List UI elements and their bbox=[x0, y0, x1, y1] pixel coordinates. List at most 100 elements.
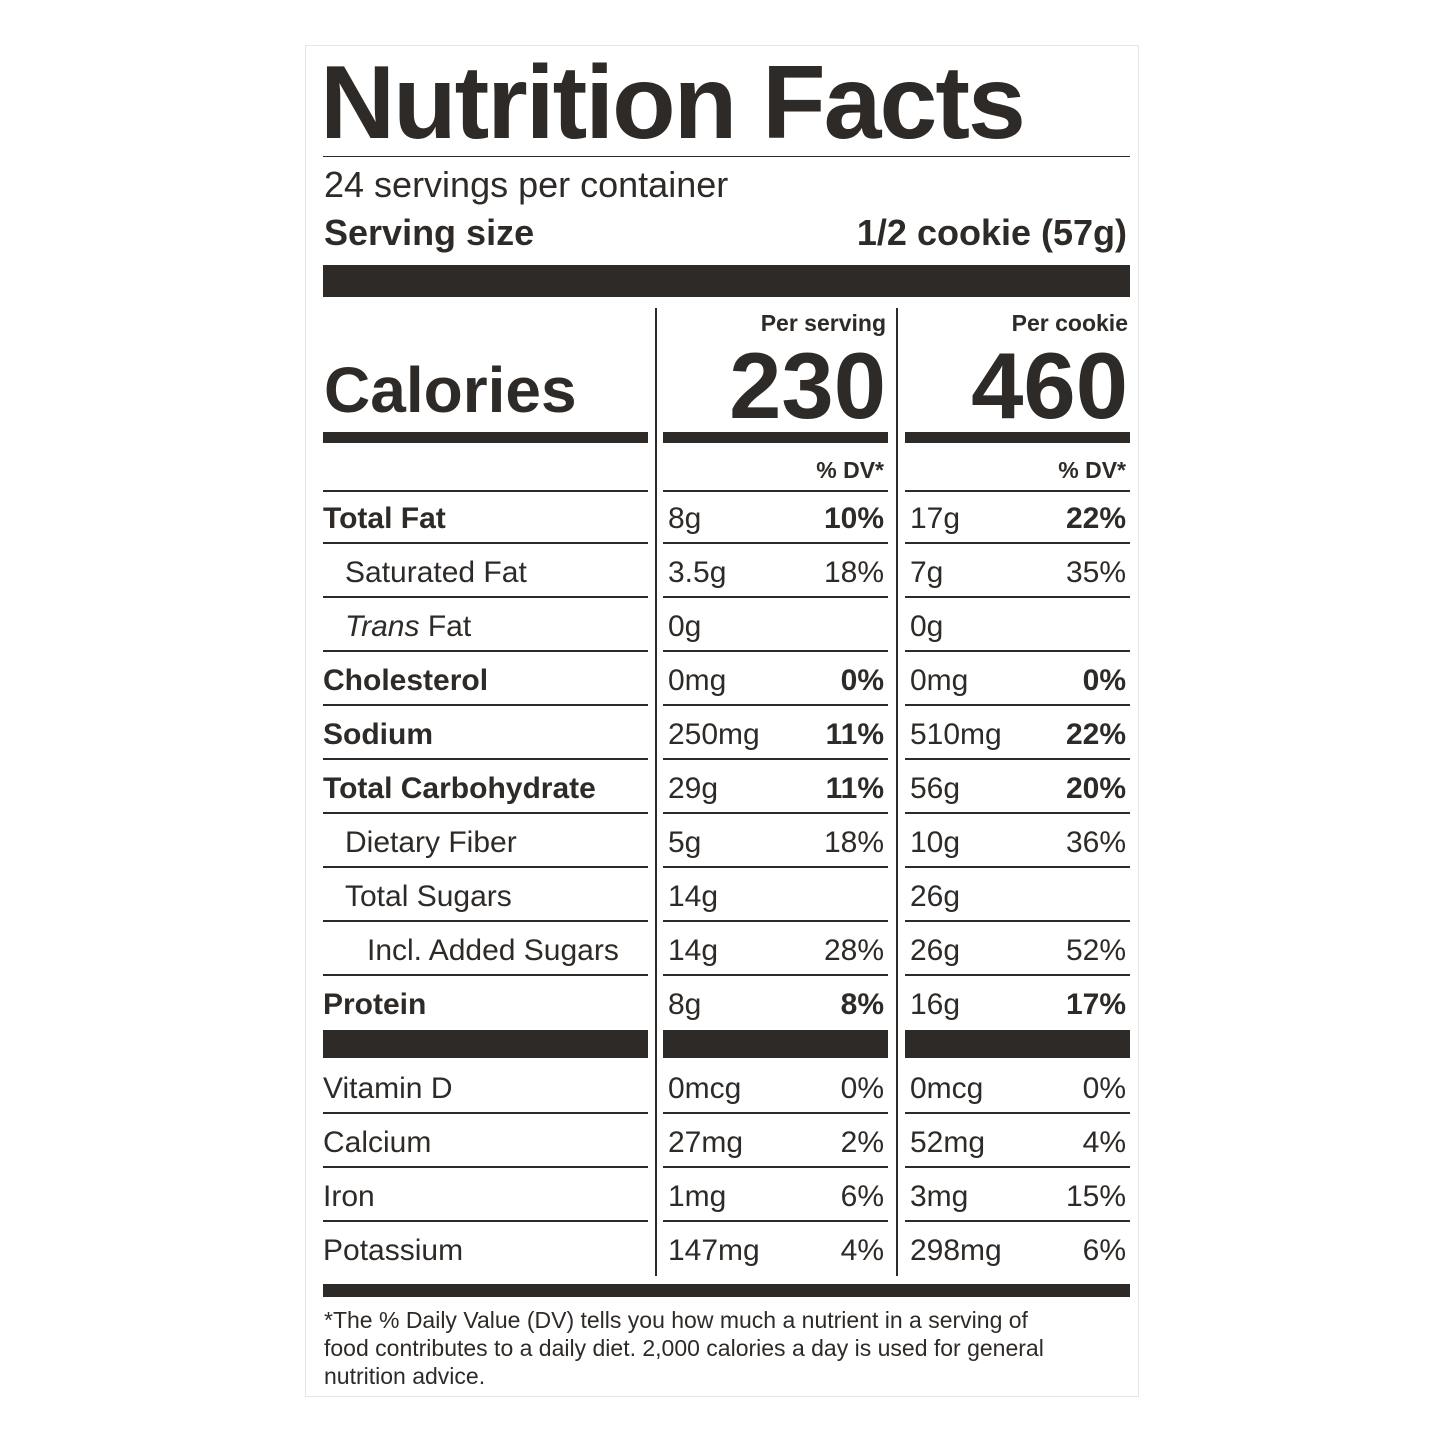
amount: 14g bbox=[668, 934, 719, 967]
nutrient-cell: 8g 10% bbox=[663, 492, 888, 544]
daily-value: 0% bbox=[1082, 664, 1126, 697]
column-divider bbox=[655, 308, 657, 1276]
nutrient-name: Total Carbohydrate bbox=[323, 762, 648, 814]
footnote-line: nutrition advice. bbox=[324, 1363, 486, 1389]
amount: 17g bbox=[910, 502, 961, 535]
nutrient-name: Cholesterol bbox=[323, 654, 648, 706]
nutrient-name-text: Sodium bbox=[323, 718, 433, 751]
nutrient-name-text: Total Fat bbox=[323, 502, 446, 535]
nutrient-row: Incl. Added Sugars 14g 28% 26g 52% bbox=[0, 924, 1445, 978]
title: Nutrition Facts bbox=[320, 45, 1026, 161]
bar bbox=[663, 432, 888, 443]
thick-bar bbox=[323, 265, 1130, 297]
rule bbox=[663, 490, 888, 492]
nutrient-cell: 1mg 6% bbox=[663, 1170, 888, 1222]
nutrient-name: Dietary Fiber bbox=[323, 816, 648, 868]
nutrient-name-text: Potassium bbox=[323, 1234, 464, 1267]
nutrient-row: Vitamin D 0mcg 0% 0mcg 0% bbox=[0, 1062, 1445, 1116]
nutrient-name: Trans Fat bbox=[323, 600, 648, 652]
nutrient-cell: 10g 36% bbox=[905, 816, 1130, 868]
amount: 8g bbox=[668, 502, 702, 535]
nutrient-cell: 14g 28% bbox=[663, 924, 888, 976]
nutrient-name: Protein bbox=[323, 978, 648, 1030]
amount: 14g bbox=[668, 880, 719, 913]
amount: 1mg bbox=[668, 1180, 727, 1213]
daily-value: 8% bbox=[840, 988, 884, 1021]
amount: 10g bbox=[910, 826, 961, 859]
amount: 5g bbox=[668, 826, 702, 859]
nutrient-cell: 56g 20% bbox=[905, 762, 1130, 814]
daily-value: 11% bbox=[825, 718, 884, 751]
nutrient-cell: 298mg 6% bbox=[905, 1224, 1130, 1276]
calories-label: Calories bbox=[324, 354, 577, 426]
daily-value: 18% bbox=[823, 826, 884, 859]
nutrient-name-text: Iron bbox=[323, 1180, 375, 1213]
nutrient-cell: 26g 52% bbox=[905, 924, 1130, 976]
nutrient-name: Total Fat bbox=[323, 492, 648, 544]
nutrient-name-text: Dietary Fiber bbox=[345, 826, 517, 859]
amount: 0mg bbox=[668, 664, 727, 697]
nutrient-name: Iron bbox=[323, 1170, 648, 1222]
nutrient-name: Sodium bbox=[323, 708, 648, 760]
nutrient-name-text: Cholesterol bbox=[323, 664, 489, 697]
amount: 298mg bbox=[910, 1234, 1002, 1267]
dv-heading: % DV* bbox=[1058, 457, 1126, 483]
nutrient-cell: 52mg 4% bbox=[905, 1116, 1130, 1168]
bar bbox=[323, 432, 648, 443]
nutrient-cell: 17g 22% bbox=[905, 492, 1130, 544]
daily-value: 28% bbox=[823, 934, 884, 967]
nutrient-cell: 0g bbox=[905, 600, 1130, 652]
amount: 8g bbox=[668, 988, 702, 1021]
daily-value: 2% bbox=[840, 1126, 884, 1159]
daily-value: 22% bbox=[1065, 502, 1126, 535]
servings: 24 servings per container bbox=[324, 164, 729, 205]
nutrient-row: Saturated Fat 3.5g 18% 7g 35% bbox=[0, 546, 1445, 600]
nutrient-cell: 8g 8% bbox=[663, 978, 888, 1030]
daily-value: 52% bbox=[1065, 934, 1126, 967]
thick-bar bbox=[323, 1284, 1130, 1297]
amount: 52mg bbox=[910, 1126, 986, 1159]
daily-value: 4% bbox=[840, 1234, 884, 1267]
nutrient-row: Dietary Fiber 5g 18% 10g 36% bbox=[0, 816, 1445, 870]
nutrient-cell: 27mg 2% bbox=[663, 1116, 888, 1168]
nutrient-cell: 5g 18% bbox=[663, 816, 888, 868]
amount: 510mg bbox=[910, 718, 1002, 751]
nutrient-row: Total Carbohydrate 29g 11% 56g 20% bbox=[0, 762, 1445, 816]
nutrient-cell: 0g bbox=[663, 600, 888, 652]
nutrient-row: Iron 1mg 6% 3mg 15% bbox=[0, 1170, 1445, 1224]
nutrient-cell: 3mg 15% bbox=[905, 1170, 1130, 1222]
amount: 3.5g bbox=[668, 556, 727, 589]
nutrient-row: Trans Fat 0g 0g bbox=[0, 600, 1445, 654]
nutrient-name: Vitamin D bbox=[323, 1062, 648, 1114]
nutrient-cell: 16g 17% bbox=[905, 978, 1130, 1030]
daily-value: 0% bbox=[1082, 1072, 1126, 1105]
dv-heading: % DV* bbox=[816, 457, 884, 483]
footnote-line: *The % Daily Value (DV) tells you how mu… bbox=[324, 1307, 1028, 1333]
daily-value: 18% bbox=[823, 556, 884, 589]
nutrient-name-text: Saturated Fat bbox=[345, 556, 527, 589]
nutrient-cell: 0mcg 0% bbox=[905, 1062, 1130, 1114]
daily-value: 15% bbox=[1065, 1180, 1126, 1213]
daily-value: 0% bbox=[840, 1072, 884, 1105]
nutrient-name-text: Total Carbohydrate bbox=[323, 772, 596, 805]
nutrient-name: Total Sugars bbox=[323, 870, 648, 922]
nutrient-name-italic: Trans bbox=[345, 610, 420, 643]
nutrient-cell: 147mg 4% bbox=[663, 1224, 888, 1276]
nutrient-cell: 26g bbox=[905, 870, 1130, 922]
nutrient-name: Saturated Fat bbox=[323, 546, 648, 598]
nutrient-cell: 3.5g 18% bbox=[663, 546, 888, 598]
rule bbox=[323, 156, 1130, 157]
amount: 27mg bbox=[668, 1126, 744, 1159]
nutrient-cell: 7g 35% bbox=[905, 546, 1130, 598]
amount: 0g bbox=[910, 610, 944, 643]
nutrient-row: Cholesterol 0mg 0% 0mg 0% bbox=[0, 654, 1445, 708]
nutrient-row: Total Fat 8g 10% 17g 22% bbox=[0, 492, 1445, 546]
daily-value: 22% bbox=[1065, 718, 1126, 751]
nutrient-row: Potassium 147mg 4% 298mg 6% bbox=[0, 1224, 1445, 1278]
nutrient-cell: 0mg 0% bbox=[905, 654, 1130, 706]
daily-value: 6% bbox=[840, 1180, 884, 1213]
calories: 460 bbox=[971, 333, 1128, 438]
nutrient-cell: 250mg 11% bbox=[663, 708, 888, 760]
amount: 26g bbox=[910, 880, 961, 913]
